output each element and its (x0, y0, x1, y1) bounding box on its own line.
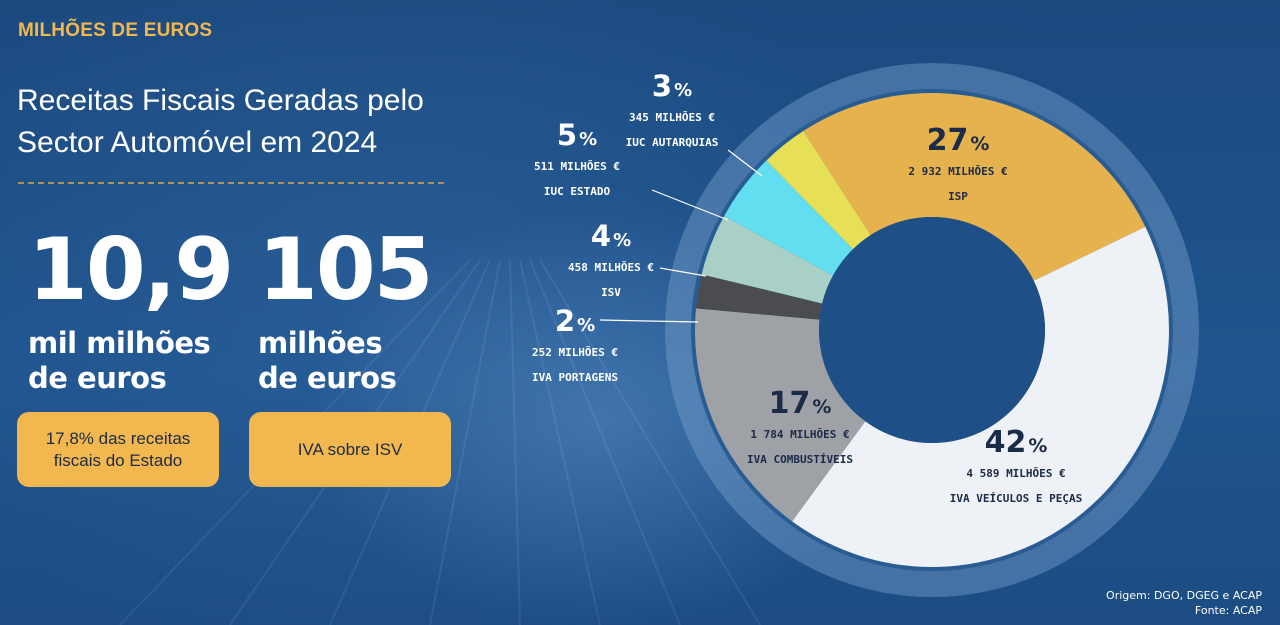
stat-note-total: 17,8% das receitas fiscais do Estado (17, 412, 219, 487)
donut-slice-iva-combustiveis (695, 308, 866, 522)
label-iva-portagens: 2 % 252 MILHÕES € IVA PORTAGENS (532, 304, 699, 384)
stat-unit-total-line2: de euros (28, 361, 167, 395)
stat-unit-total-line1: mil milhões (28, 326, 211, 360)
stat-unit-total: mil milhões de euros (28, 326, 211, 396)
stat-unit-iva-line2: de euros (258, 361, 397, 395)
donut-slice-iva-portagens (695, 274, 823, 320)
amount-iva-portagens: 252 MILHÕES € (532, 346, 618, 359)
amount-iuc-estado: 511 MILHÕES € (534, 160, 620, 173)
percent-iuc-estado: 5% (557, 118, 597, 152)
name-isv: ISV (601, 286, 621, 299)
stat-note-total-text: 17,8% das receitas fiscais do Estado (45, 428, 191, 470)
stat-value-total: 10,9 (28, 220, 234, 320)
stat-unit-iva: milhões de euros (258, 326, 397, 396)
name-iva-portagens: IVA PORTAGENS (532, 371, 618, 384)
percent-iuc-autarquias: 3% (652, 69, 692, 103)
name-iuc-autarquias: IUC AUTARQUIAS (626, 136, 719, 149)
source-note: Origem: DGO, DGEG e ACAP Fonte: ACAP (1106, 588, 1262, 618)
percent-iva-portagens: 2% (555, 304, 595, 338)
stat-value-iva: 105 (258, 220, 434, 320)
leader-line-iva-portagens (599, 319, 699, 323)
stat-note-iva: IVA sobre ISV (249, 412, 451, 487)
name-isp: ISP (948, 190, 968, 203)
amount-isp: 2 932 MILHÕES € (908, 165, 1007, 178)
donut-slice-isv (701, 215, 833, 304)
leader-line-iuc-estado (651, 189, 729, 221)
stat-note-iva-text: IVA sobre ISV (297, 439, 403, 459)
stat-unit-iva-line1: milhões (258, 326, 383, 360)
amount-iuc-autarquias: 345 MILHÕES € (629, 111, 715, 124)
label-isv: 4 % 458 MILHÕES € ISV (568, 219, 707, 299)
amount-iva-combustiveis: 1 784 MILHÕES € (750, 428, 849, 441)
label-iuc-estado: 5 % 511 MILHÕES € IUC ESTADO (534, 118, 729, 221)
label-iuc-autarquias: 3 % 345 MILHÕES € IUC AUTARQUIAS (626, 69, 763, 177)
donut-hole (819, 217, 1045, 443)
donut-slice-isp (803, 93, 1146, 281)
title-divider (18, 182, 444, 184)
amount-isv: 458 MILHÕES € (568, 261, 654, 274)
leader-line-iuc-autarquias (727, 149, 763, 177)
leader-line-isv (659, 267, 707, 277)
amount-iva-veiculos-e-pecas: 4 589 MILHÕES € (966, 467, 1065, 480)
percent-isv: 4% (591, 219, 631, 253)
kicker-label: MILHÕES DE EUROS (18, 20, 213, 41)
source-origin: Origem: DGO, DGEG e ACAP (1106, 589, 1262, 602)
donut-slice-iuc-estado (724, 160, 854, 276)
name-iva-combustiveis: IVA COMBUSTÍVEIS (747, 453, 853, 466)
donut-slice-iva-veiculos-e-pecas (792, 226, 1169, 567)
donut-slice-iuc-autarquias (766, 131, 871, 250)
source-credit: Fonte: ACAP (1194, 604, 1262, 617)
name-iva-veiculos-e-pecas: IVA VEÍCULOS E PEÇAS (950, 492, 1082, 505)
name-iuc-estado: IUC ESTADO (544, 185, 611, 198)
page-title: Receitas Fiscais Geradas pelo Sector Aut… (17, 84, 424, 159)
